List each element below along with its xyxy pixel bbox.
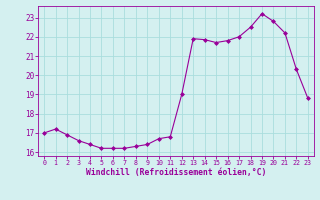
X-axis label: Windchill (Refroidissement éolien,°C): Windchill (Refroidissement éolien,°C) [86,168,266,177]
